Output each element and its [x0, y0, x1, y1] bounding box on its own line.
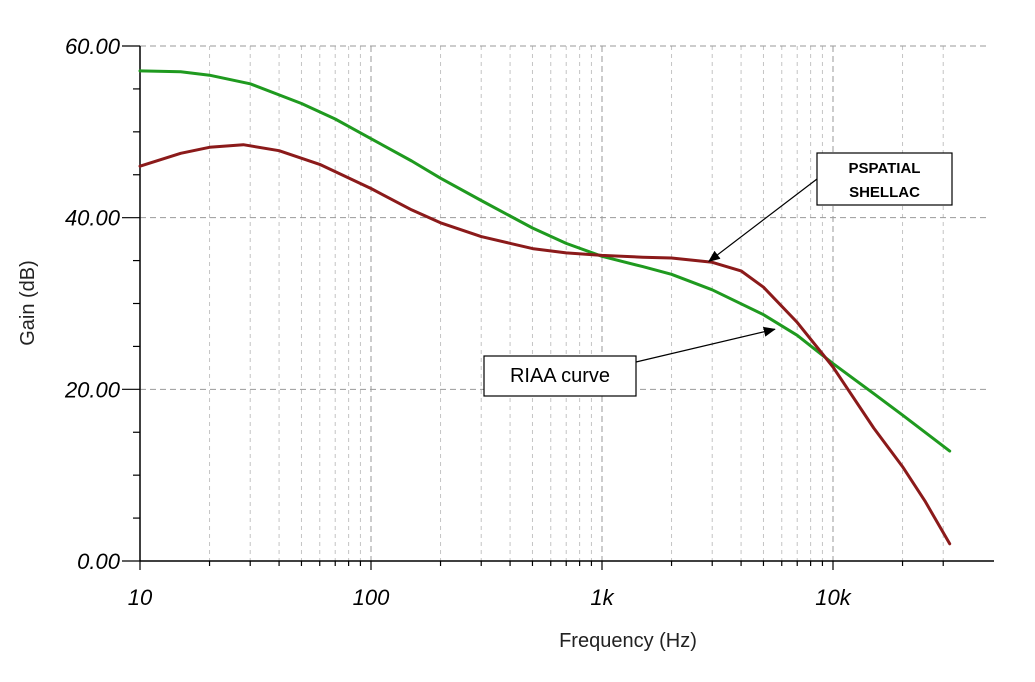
x-axis-label: Frequency (Hz): [559, 630, 697, 652]
plot-area: [140, 46, 990, 561]
axes: 10 100 1k 10k 0.00 20.00 40.00 60.00: [64, 34, 994, 610]
x-tick-label: 10: [128, 585, 153, 610]
y-tick-label: 20.00: [64, 377, 121, 402]
y-axis-label: Gain (dB): [17, 260, 39, 346]
annotation-arrow: [708, 178, 818, 263]
annotation-text: SHELLAC: [849, 184, 920, 201]
y-tick-label: 60.00: [65, 34, 121, 59]
x-tick-label: 10k: [815, 585, 851, 610]
x-tick-label: 1k: [590, 585, 614, 610]
annotation-pspatial-shellac: PSPATIAL SHELLAC: [708, 152, 953, 263]
x-tick-label: 100: [353, 585, 390, 610]
y-tick-label: 0.00: [77, 549, 121, 574]
series-line-2: [138, 143, 952, 546]
y-tick-label: 40.00: [65, 206, 121, 231]
series-layer: [138, 69, 952, 546]
annotation-text: PSPATIAL: [849, 160, 921, 177]
annotation-arrow: [635, 326, 776, 363]
series-line-1: [138, 69, 952, 453]
annotation-box: [483, 355, 637, 397]
annotation-box: [816, 152, 953, 206]
annotation-riaa-curve: RIAA curve: [483, 326, 776, 397]
annotation-text: RIAA curve: [510, 365, 610, 387]
annotation-layer: PSPATIAL SHELLAC RIAA curve: [483, 152, 953, 397]
